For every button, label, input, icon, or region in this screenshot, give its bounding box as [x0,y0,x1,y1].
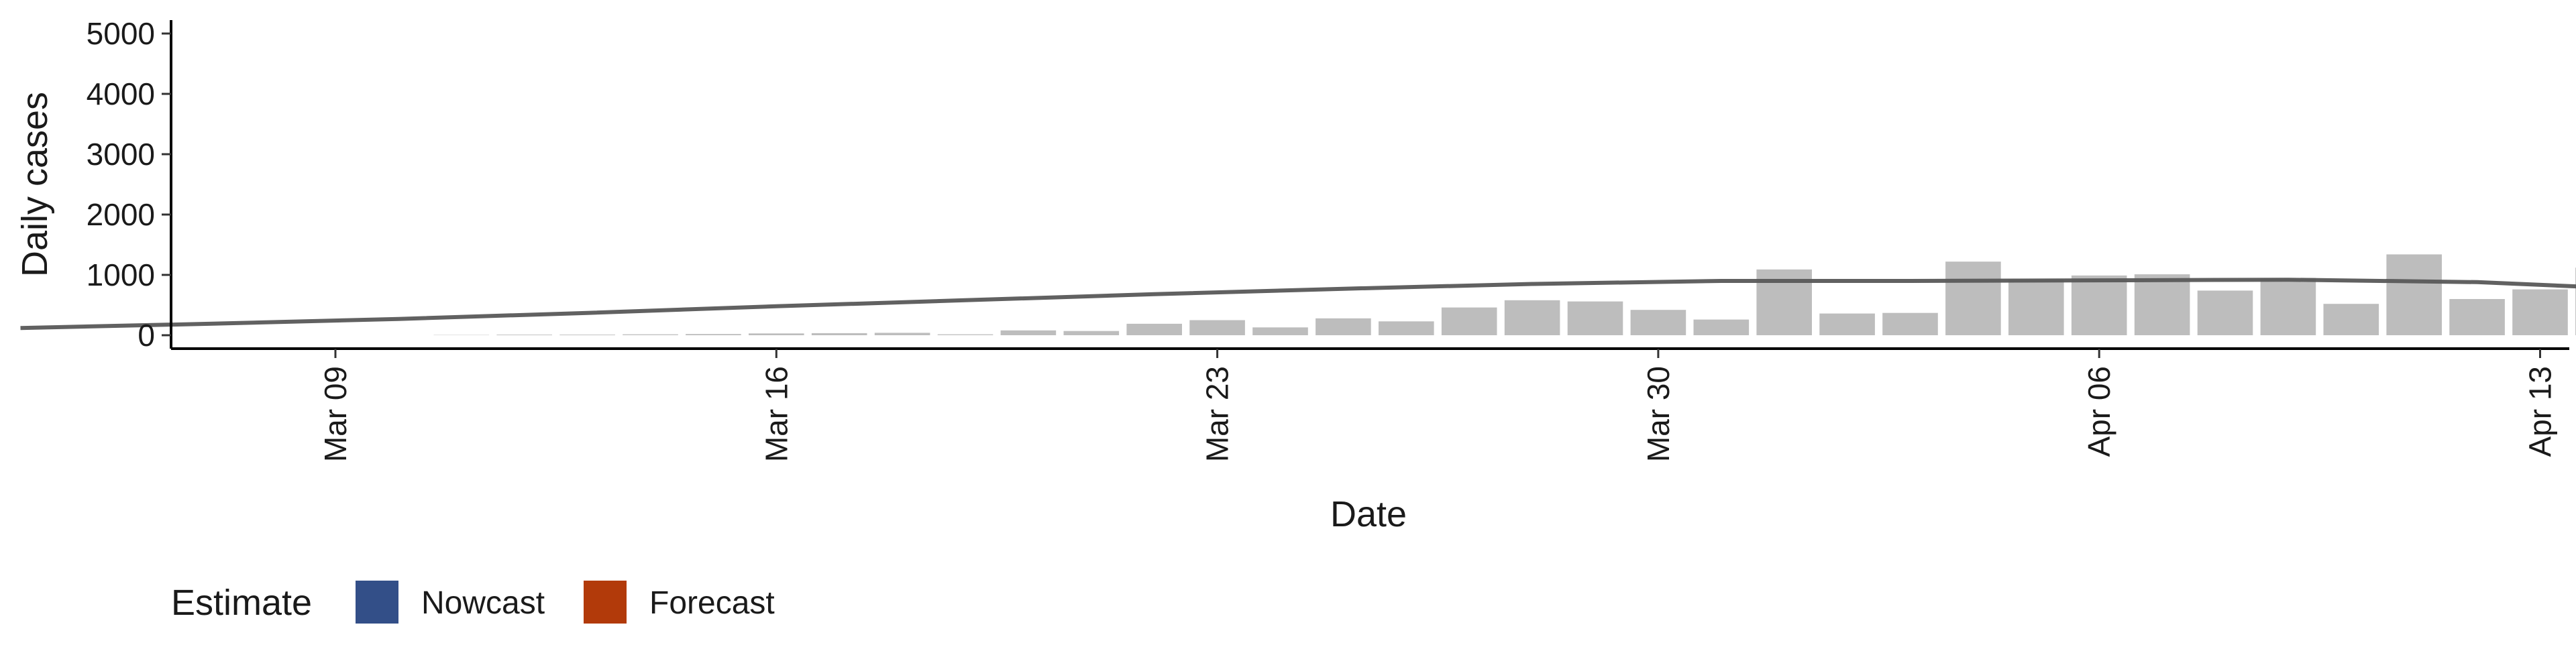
bar [2512,290,2568,335]
x-tick-label: Mar 16 [759,366,794,462]
bar [1442,308,1497,335]
bar [1568,302,1623,335]
y-tick-label: 0 [138,318,155,353]
legend-title: Estimate [171,583,312,623]
bar [2072,276,2127,335]
bar [686,334,741,335]
bar [1126,324,1182,335]
y-tick-label: 1000 [87,257,155,292]
x-tick-label: Mar 23 [1200,366,1235,462]
bar [1694,320,1750,335]
bar [2449,299,2505,335]
x-tick-label: Mar 30 [1641,366,1676,462]
bar [875,333,930,335]
y-tick-label: 5000 [87,16,155,51]
y-axis-title: Daily cases [15,92,55,277]
line-series [21,27,2576,349]
legend-label: Forecast [649,585,775,621]
y-tick-label: 3000 [87,137,155,172]
bar [2008,280,2064,335]
bar [812,333,867,335]
y-tick-label: 2000 [87,197,155,232]
x-tick-label: Mar 09 [318,366,353,462]
median-line [21,280,2576,328]
bar [1945,261,2001,335]
bar [1316,318,1371,335]
x-axis-title: Date [1330,494,1407,534]
bar [1064,331,1120,335]
bar [1252,327,1308,335]
axes: 0 1000 2000 3000 4000 5000 Mar 09 Mar 16 Mar 23 M… [87,16,2576,467]
legend: Estimate Nowcast Forecast [171,581,775,624]
bar [1819,314,1875,335]
bar [1379,321,1434,335]
bar [2198,290,2253,335]
bar [1631,310,1686,335]
bar [1505,300,1560,335]
legend-swatch [584,581,627,624]
bar [749,333,804,335]
x-tick-label: Apr 06 [2082,366,2116,457]
bar [1882,313,1938,335]
legend-swatch [356,581,398,624]
bar [2386,254,2442,335]
bar-series [434,209,2576,335]
bar [2324,304,2379,335]
x-tick-label: Apr 13 [2523,366,2558,457]
legend-label: Nowcast [421,585,545,621]
bar [2135,274,2190,335]
bar [1001,331,1057,335]
bar [2261,278,2316,336]
bar [1189,320,1245,336]
y-tick-label: 4000 [87,76,155,111]
